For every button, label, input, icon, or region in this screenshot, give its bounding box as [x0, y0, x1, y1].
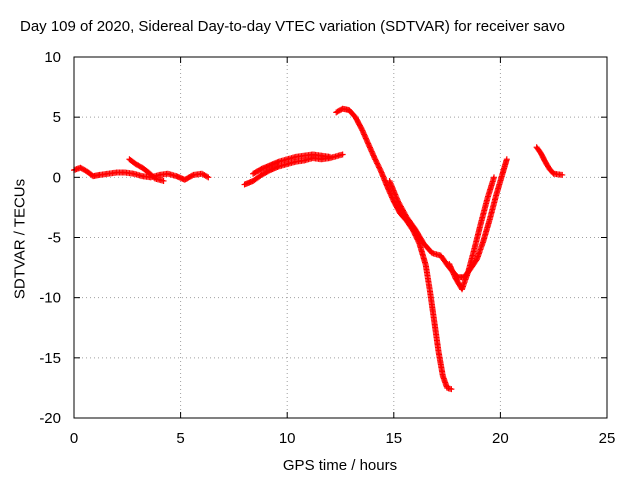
data-point-marker: [375, 163, 382, 170]
data-point-marker: [374, 160, 381, 167]
data-series-arc-2: [126, 156, 167, 184]
y-tick-label: 5: [53, 109, 61, 126]
data-point-marker: [377, 166, 384, 173]
chart-title: Day 109 of 2020, Sidereal Day-to-day VTE…: [20, 18, 565, 35]
data-point-marker: [372, 156, 379, 163]
data-point-marker: [376, 165, 383, 172]
data-point-marker: [372, 157, 379, 164]
data-series-arc-7: [446, 174, 498, 293]
y-tick-label: -5: [48, 230, 61, 247]
x-tick-label: 20: [492, 430, 509, 447]
data-point-marker: [373, 159, 380, 166]
data-point-marker: [339, 151, 346, 158]
y-tick-label: -15: [39, 350, 61, 367]
data-point-marker: [448, 386, 455, 393]
data-point-marker: [205, 174, 212, 181]
x-tick-label: 0: [70, 430, 78, 447]
x-tick-label: 25: [599, 430, 616, 447]
data-series-arc-8: [533, 144, 566, 178]
x-axis-label: GPS time / hours: [282, 457, 398, 474]
x-tick-label: 5: [176, 430, 184, 447]
data-point-marker: [503, 156, 510, 163]
data-layer: [71, 105, 566, 393]
data-point-marker: [374, 161, 381, 168]
x-tick-label: 15: [385, 430, 402, 447]
y-tick-label: 0: [53, 169, 61, 186]
data-point-marker: [160, 177, 167, 184]
data-point-marker: [326, 153, 333, 160]
data-point-marker: [204, 173, 211, 180]
y-tick-label: 10: [44, 49, 61, 66]
grid-layer: [74, 57, 607, 418]
data-series-arc-4: [250, 151, 333, 177]
data-series-arc-6: [386, 156, 510, 281]
data-point-marker: [189, 172, 196, 179]
data-point-marker: [371, 155, 378, 162]
x-tick-label: 10: [279, 430, 296, 447]
data-point-marker: [491, 174, 498, 181]
y-tick-label: -20: [39, 410, 61, 427]
data-point-marker: [559, 171, 566, 178]
y-tick-label: -10: [39, 290, 61, 307]
tick-layer: 0 5 10 15 20 25 -20 -15 -10 -5 0 5 10: [39, 49, 615, 447]
data-point-marker: [376, 164, 383, 171]
